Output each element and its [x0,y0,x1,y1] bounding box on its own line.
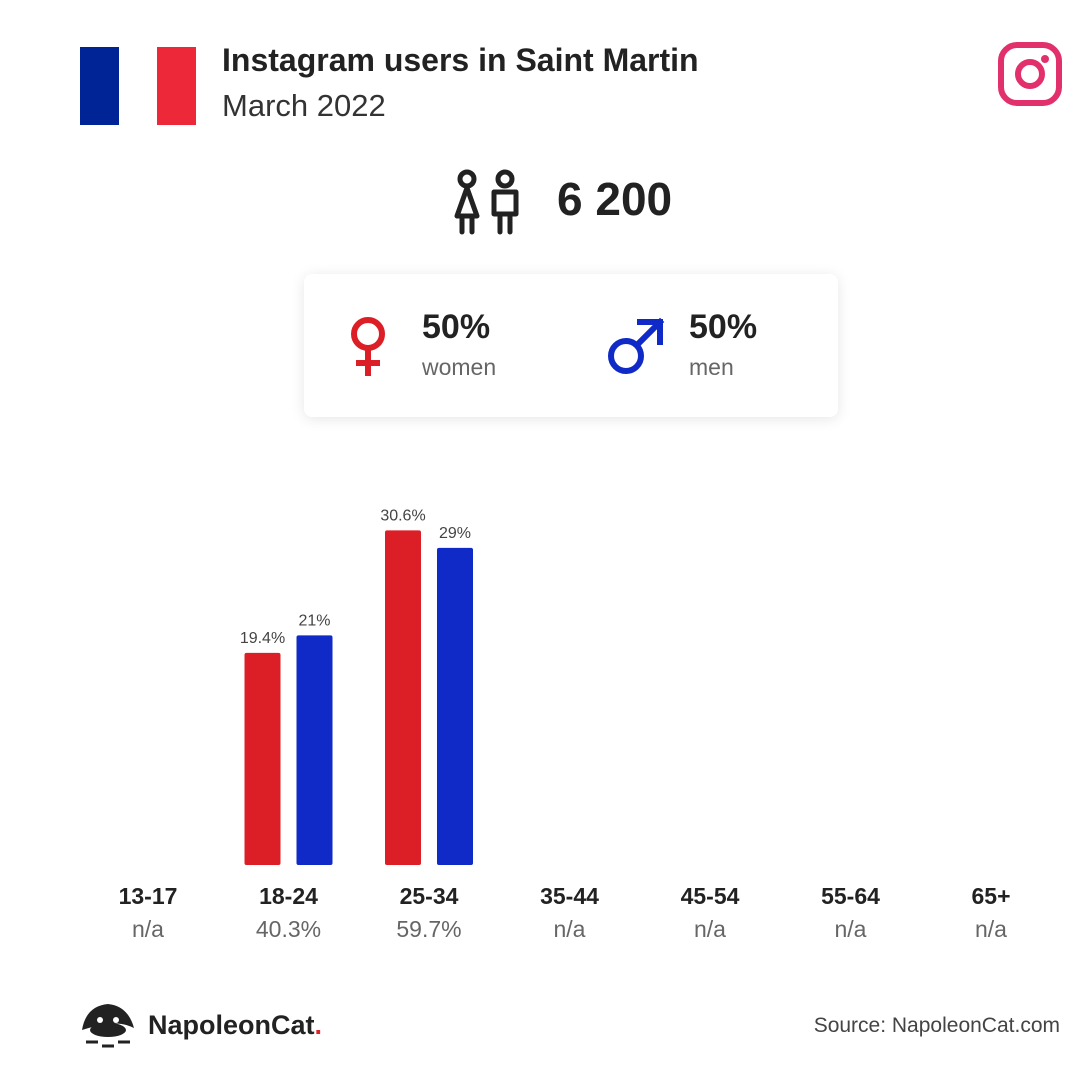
total-users-value: 6 200 [557,173,673,225]
flag-stripe-blue [80,47,119,125]
men-label: men [689,354,734,380]
flag-stripe-red [157,47,197,125]
bar-value-label: 21% [298,612,330,629]
category-total-label: n/a [694,916,726,942]
age-gender-bar-chart: 19.4% 21% 30.6% 29% [240,507,473,865]
bar-value-label: 29% [439,525,471,542]
bar-18-24-s0 [244,652,281,865]
bar-18-24-s1 [296,635,333,865]
category-total-label: n/a [553,916,586,942]
brand-text: NapoleonCat [148,1010,315,1040]
male-symbol-icon [608,317,665,374]
gender-split-card: 50% women 50% men [304,274,838,417]
category-total-label: 40.3% [255,916,322,942]
brand-dot: . [314,1010,323,1040]
chart-subtitle: March 2022 [222,88,386,123]
instagram-icon [998,42,1062,106]
x-tick-label: 35-44 [540,883,599,909]
women-label: women [422,354,497,380]
category-total-label: n/a [132,916,164,942]
napoleoncat-logo-icon [82,1004,134,1048]
chart-title: Instagram users in Saint Martin [222,42,699,78]
x-tick-label: 25-34 [399,883,459,909]
brand-name: NapoleonCat. [148,1010,322,1041]
category-total-label: 59.7% [396,916,462,942]
bar-value-label: 19.4% [240,630,285,647]
x-tick-label: 55-64 [821,883,880,909]
x-tick-label: 18-24 [259,883,318,909]
category-total-label: n/a [834,916,867,942]
bar-25-34-s1 [437,547,473,865]
x-tick-label: 13-17 [118,883,178,909]
bar-value-label: 30.6% [380,507,425,524]
x-tick-label: 65+ [971,883,1011,909]
female-symbol-icon [351,317,385,376]
category-total-label: n/a [975,916,1007,942]
country-flag [80,47,197,125]
people-icon [454,169,519,235]
source-label: Source: NapoleonCat.com [813,1014,1060,1037]
women-percent: 50% [422,308,491,346]
men-percent: 50% [689,308,758,346]
flag-stripe-white [118,47,158,125]
x-tick-label: 45-54 [680,883,740,909]
bar-25-34-s0 [385,530,421,865]
